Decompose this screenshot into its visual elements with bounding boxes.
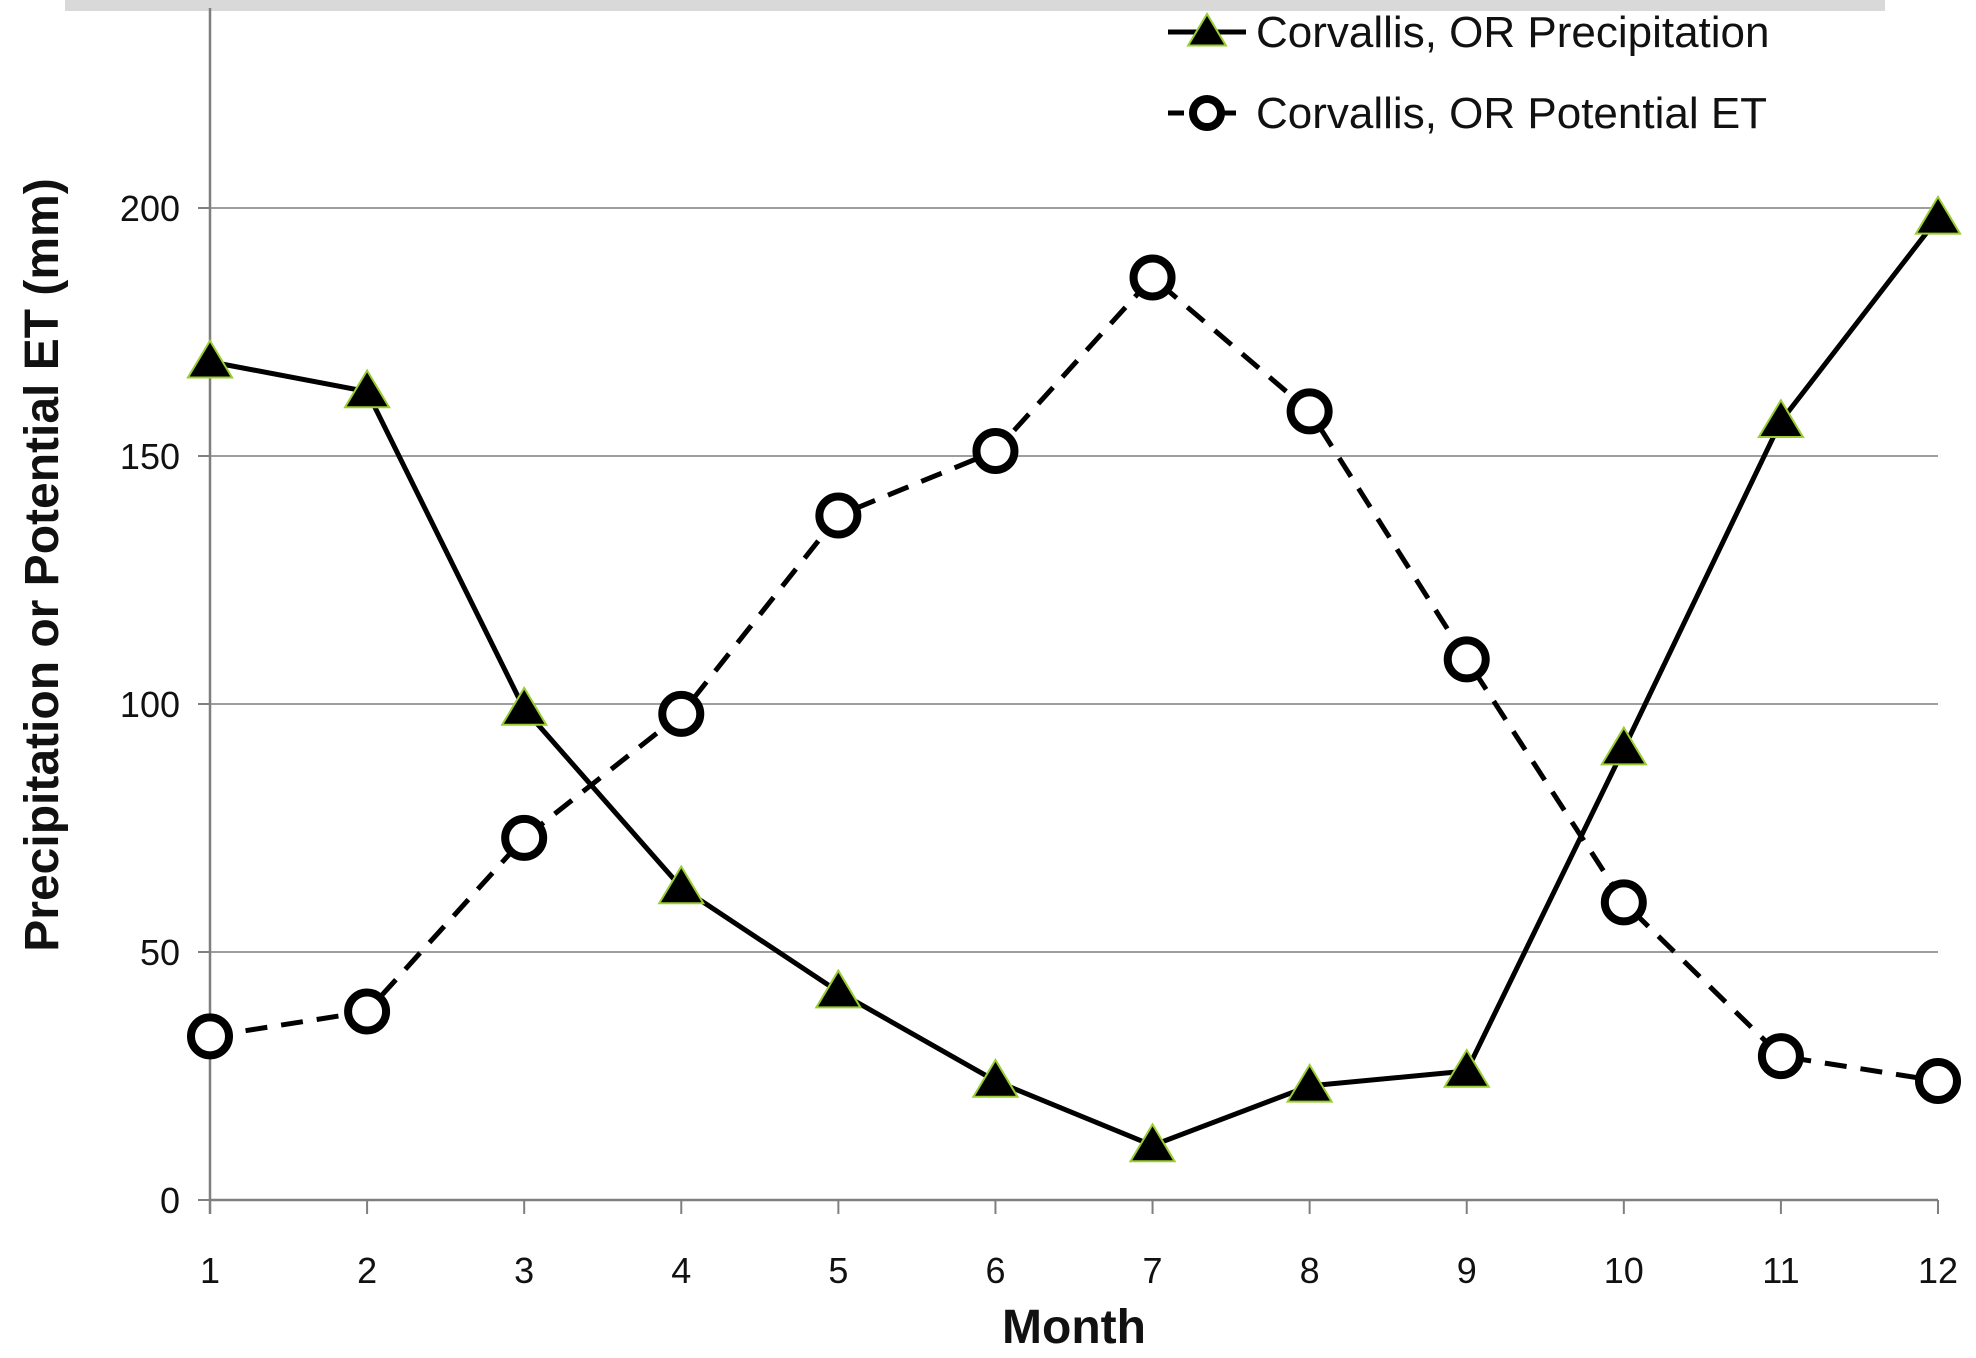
data-point [187,1013,233,1060]
y-tick-label: 50 [140,932,180,973]
data-point [1129,254,1176,301]
x-tick-label: 4 [671,1250,691,1291]
data-point [1757,1033,1804,1080]
series-2 [187,254,1961,1104]
data-point [1442,1048,1491,1088]
data-point [658,690,705,737]
data-point [1914,194,1962,235]
data-point [814,968,863,1009]
data-point [1285,1062,1334,1103]
legend-label: Corvallis, OR Potential ET [1256,89,1767,138]
x-tick-label: 5 [828,1250,848,1291]
legend-marker [1189,95,1225,131]
y-axis-title: Precipitation or Potential ET (mm) [16,178,69,951]
data-point [972,428,1019,475]
legend: Corvallis, OR Precipitation Corvallis, OR… [1168,8,1770,138]
data-point [815,492,862,539]
data-point [1128,1122,1177,1163]
gridlines [210,207,1938,953]
series-line [209,274,1939,1084]
data-point [343,368,391,409]
y-tick-label: 150 [120,436,180,477]
x-tick-label: 3 [514,1250,534,1291]
legend-item: Corvallis, OR Potential ET [1168,89,1767,138]
top-band [65,0,1885,11]
x-tick-label: 8 [1300,1250,1320,1291]
legend-label: Corvallis, OR Precipitation [1256,8,1770,57]
data-point [1757,398,1805,439]
x-tick-label: 10 [1604,1250,1644,1291]
x-tick-label: 11 [1762,1250,1799,1291]
x-tick-label: 2 [357,1250,377,1291]
data-point [1600,879,1647,926]
x-tick-label: 6 [985,1250,1005,1291]
data-point [1443,636,1490,683]
data-point [501,814,548,861]
x-axis-title: Month [1002,1301,1146,1353]
data-point [186,338,234,379]
data-point [657,864,706,905]
series-line [209,216,1940,1148]
y-tick-label: 200 [120,188,180,229]
data-point [344,988,391,1035]
data-point [1286,388,1333,435]
x-tick-label: 7 [1143,1250,1163,1291]
x-tick-label: 9 [1457,1250,1477,1291]
x-tick-label: 12 [1918,1250,1958,1291]
data-point [971,1058,1020,1098]
y-tick-label: 0 [160,1180,180,1221]
legend-marker [1186,12,1228,47]
y-tick-label: 100 [120,684,180,725]
legend-item: Corvallis, OR Precipitation [1168,8,1770,57]
x-tick-label: 1 [200,1250,220,1291]
series-1 [186,194,1962,1163]
series [186,194,1962,1163]
data-point [500,686,548,726]
data-point [1600,725,1648,766]
data-point [1915,1057,1961,1104]
